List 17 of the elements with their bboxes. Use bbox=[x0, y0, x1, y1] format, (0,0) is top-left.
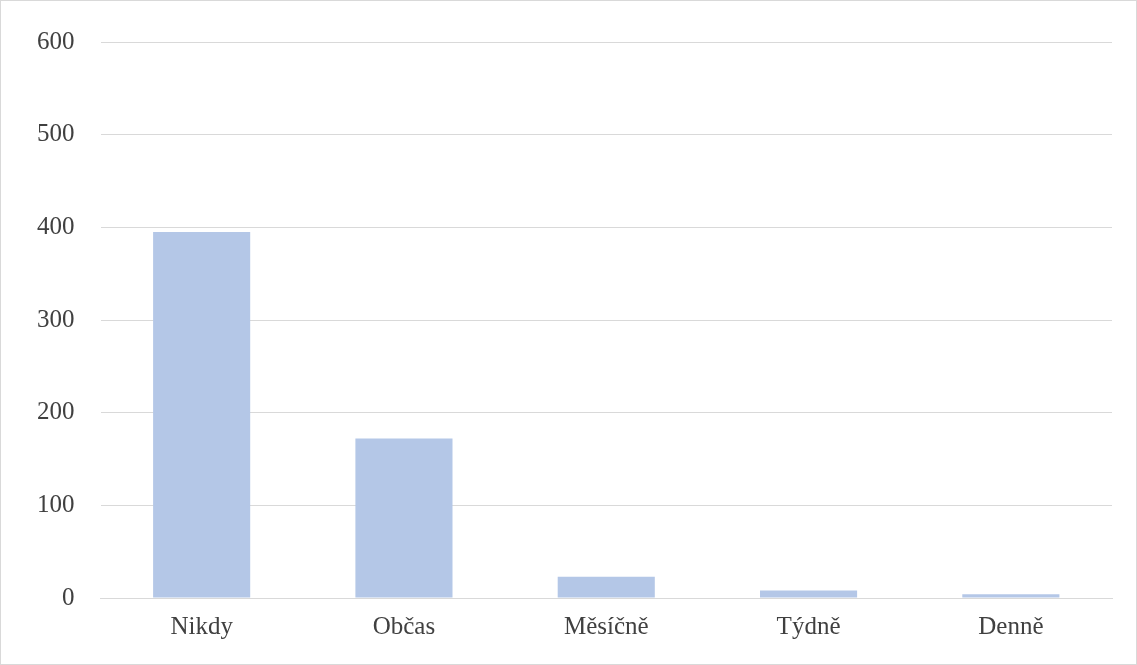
x-tick-label: Občas bbox=[372, 611, 436, 639]
bar bbox=[355, 438, 453, 598]
bar bbox=[962, 594, 1060, 598]
y-tick-label: 300 bbox=[37, 304, 75, 332]
y-tick-label: 0 bbox=[62, 582, 75, 610]
y-tick-label: 500 bbox=[37, 119, 75, 147]
x-tick-label: Týdně bbox=[776, 611, 841, 639]
bar bbox=[557, 576, 655, 598]
x-tick-label: Denně bbox=[978, 611, 1044, 639]
bar bbox=[760, 590, 858, 598]
x-tick-label: Měsíčně bbox=[563, 611, 649, 639]
x-tick-label: Nikdy bbox=[170, 611, 234, 639]
y-tick-label: 100 bbox=[37, 489, 75, 517]
y-tick-label: 400 bbox=[37, 211, 75, 239]
y-tick-label: 600 bbox=[37, 26, 75, 54]
y-tick-label: 200 bbox=[37, 397, 75, 425]
bar bbox=[153, 231, 251, 598]
